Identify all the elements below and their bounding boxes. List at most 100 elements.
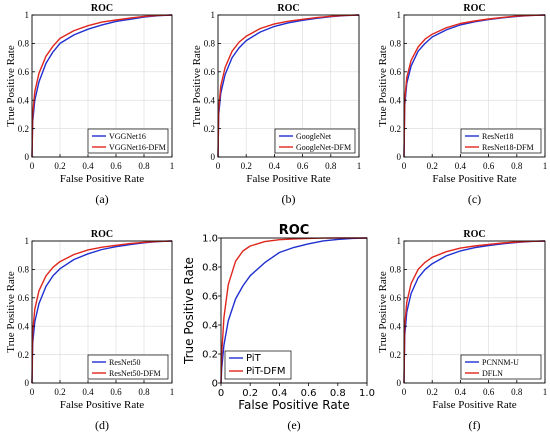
legend-label: GoogleNet-DFM (296, 143, 351, 152)
y-tick-label: 0.8 (202, 263, 218, 274)
chart-title: ROC (463, 229, 485, 240)
subfigure-label: (a) (95, 192, 108, 206)
y-tick-label: 0.6 (18, 293, 30, 303)
x-tick-label: 0 (402, 161, 407, 171)
legend-label: ResNet50-DFM (109, 369, 161, 378)
roc-panel-a: 0 0.2 0.4 0.6 0.8 1 0 0.2 0.4 0.6 0.8 1 ROC False Pos… (5, 3, 174, 206)
legend: VGGNet16 VGGNet16-DFM (87, 128, 169, 154)
x-tick-label: 0 (216, 161, 221, 171)
y-axis-label: True Positive Rate (377, 271, 389, 353)
y-tick-label: 0.2 (18, 350, 29, 360)
chart-title: ROC (279, 223, 310, 238)
roc-curve-dfln (403, 240, 546, 384)
x-tick-label: 1 (543, 161, 548, 171)
roc-curve-googlenet-dfm (217, 14, 360, 158)
y-axis-label: True Positive Rate (377, 45, 389, 127)
plot-frame (403, 14, 546, 158)
y-tick-label: 1 (397, 236, 402, 246)
y-tick-label: 0.8 (390, 39, 402, 49)
x-axis-label: False Positive Rate (238, 398, 350, 412)
chart-title: ROC (91, 229, 113, 240)
x-tick-label: 1 (543, 387, 548, 397)
y-tick-label: 0 (397, 152, 402, 162)
legend-box (224, 350, 292, 380)
subfigure-label: (d) (95, 418, 109, 432)
grid (32, 15, 172, 157)
legend: GoogleNet GoogleNet-DFM (274, 128, 356, 154)
x-tick-label: 0.2 (54, 161, 65, 171)
x-tick-label: 0.6 (110, 387, 122, 397)
y-axis-label: True Positive Rate (5, 271, 17, 353)
y-tick-label: 0.4 (18, 95, 30, 105)
x-axis-label: False Positive Rate (432, 173, 516, 185)
x-tick-label: 0.4 (82, 387, 94, 397)
y-axis-label: True Positive Rate (191, 45, 203, 127)
x-axis-label: False Positive Rate (60, 173, 144, 185)
x-tick-label: 0.6 (301, 388, 317, 399)
x-tick-label: 1.0 (359, 388, 375, 399)
x-tick-label: 0.6 (483, 161, 495, 171)
x-tick-label: 1 (357, 161, 362, 171)
chart-title: ROC (463, 3, 485, 14)
roc-curve-vggnet16-dfm (31, 14, 173, 158)
legend: PiT PiT-DFM (224, 350, 292, 380)
y-tick-label: 0.2 (202, 350, 218, 361)
subfigure-label: (b) (282, 192, 296, 206)
x-axis-label: False Positive Rate (432, 399, 516, 411)
plot-frame (403, 240, 546, 384)
y-tick-label: 1.0 (202, 234, 218, 245)
x-tick-label: 0.4 (455, 161, 467, 171)
x-tick-label: 0.8 (138, 161, 150, 171)
subfigure-label: (f) (469, 418, 481, 432)
x-tick-label: 0.2 (427, 161, 438, 171)
x-tick-label: 0.2 (241, 161, 252, 171)
y-tick-label: 0 (212, 379, 218, 390)
x-tick-label: 0.8 (330, 388, 346, 399)
y-tick-label: 1 (25, 236, 30, 246)
chart-title: ROC (277, 3, 299, 14)
y-axis-label: True Positive Rate (182, 257, 196, 365)
plot-frame (31, 14, 173, 158)
legend-box (460, 128, 542, 154)
chart-title: ROC (91, 3, 113, 14)
legend-label: PiT-DFM (246, 366, 285, 377)
y-tick-label: 0.8 (18, 265, 30, 275)
roc-curve-resnet18-dfm (403, 14, 546, 158)
y-tick-label: 0.6 (202, 292, 218, 303)
x-tick-label: 0 (30, 387, 35, 397)
y-tick-label: 0.2 (390, 124, 401, 134)
y-tick-label: 0 (25, 378, 30, 388)
roc-panel-d: 0 0.2 0.4 0.6 0.8 1 0 0.2 0.4 0.6 0.8 1 ROC False Pos… (5, 229, 174, 432)
x-tick-label: 0.4 (455, 387, 467, 397)
y-tick-label: 0 (211, 152, 216, 162)
y-axis-label: True Positive Rate (5, 45, 17, 127)
legend-label: GoogleNet (296, 132, 332, 141)
x-tick-label: 0 (218, 388, 224, 399)
y-tick-label: 0.2 (204, 124, 215, 134)
legend-label: ResNet18 (482, 132, 514, 141)
subfigure-label: (e) (287, 418, 300, 432)
y-tick-label: 1 (211, 10, 216, 20)
x-tick-label: 0.4 (82, 161, 94, 171)
x-tick-label: 0.8 (138, 387, 150, 397)
x-tick-label: 0.6 (110, 161, 122, 171)
roc-curve-resnet50-dfm (31, 240, 173, 384)
y-tick-label: 0.2 (390, 350, 401, 360)
roc-panel-e: 0 0.2 0.4 0.6 0.8 1.0 0 0.2 0.4 0.6 0.8 1.0 ROC False… (182, 223, 375, 432)
roc-curve-vggnet16 (31, 14, 173, 158)
x-tick-label: 0 (30, 161, 35, 171)
y-tick-label: 0.6 (390, 67, 402, 77)
y-tick-label: 0.8 (18, 39, 30, 49)
x-tick-label: 1 (170, 387, 175, 397)
x-tick-label: 0.8 (511, 161, 523, 171)
legend-box (274, 128, 356, 154)
y-tick-label: 0.8 (204, 39, 216, 49)
grid (404, 241, 545, 383)
subfigure-label: (c) (468, 192, 481, 206)
legend-label: DFLN (482, 369, 503, 378)
plot-frame (220, 237, 368, 384)
roc-panel-c: 0 0.2 0.4 0.6 0.8 1 0 0.2 0.4 0.6 0.8 1 ROC False Pos… (377, 3, 547, 206)
x-tick-label: 0.2 (427, 387, 438, 397)
legend-label: PCNNM-U (482, 358, 519, 367)
